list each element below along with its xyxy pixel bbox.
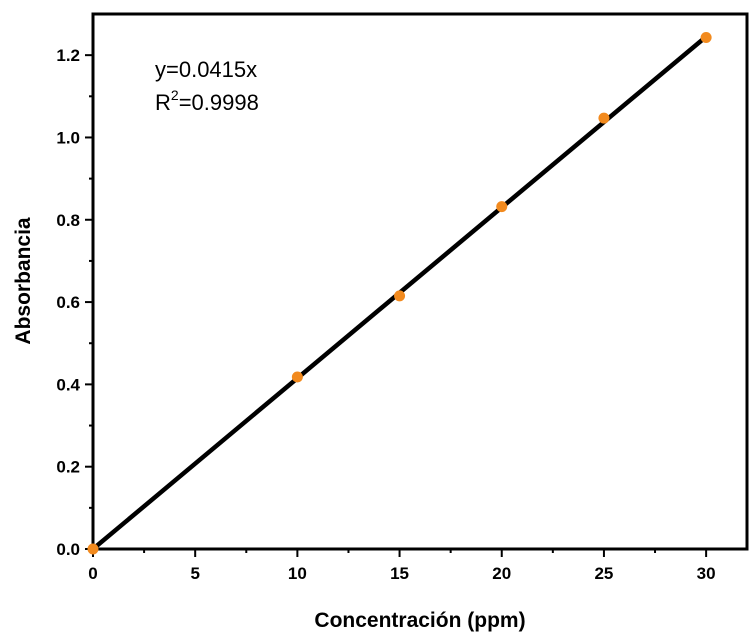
data-point — [598, 112, 610, 124]
data-points — [87, 31, 712, 555]
y-tick-label: 1.2 — [56, 46, 80, 65]
y-tick-label: 1.0 — [56, 128, 80, 147]
x-tick-label: 10 — [288, 564, 307, 583]
data-point — [87, 543, 99, 555]
x-tick-label: 15 — [390, 564, 409, 583]
y-tick-label: 0.6 — [56, 293, 80, 312]
x-tick-label: 30 — [697, 564, 716, 583]
r-squared-value: =0.9998 — [179, 90, 259, 115]
y-tick-label: 0.0 — [56, 540, 80, 559]
r-squared-exponent: 2 — [171, 87, 179, 103]
r-squared-annotation: R2=0.9998 — [155, 87, 259, 115]
x-tick-label: 5 — [190, 564, 199, 583]
data-point — [394, 290, 406, 302]
equation-annotation: y=0.0415x — [155, 57, 257, 82]
data-point — [496, 201, 508, 213]
y-tick-label: 0.2 — [56, 458, 80, 477]
y-tick-label: 0.8 — [56, 211, 80, 230]
x-tick-label: 25 — [594, 564, 613, 583]
y-axis-title: Absorbancia — [12, 217, 35, 345]
y-axis-ticks: 0.0 0.2 0.4 0.6 0.8 1.0 1.2 — [56, 46, 93, 559]
plot-frame — [91, 12, 749, 551]
data-point — [700, 31, 712, 43]
y-tick-label: 0.4 — [56, 375, 80, 394]
data-point — [291, 371, 303, 383]
x-tick-label: 0 — [88, 564, 97, 583]
x-axis-ticks: 0 5 10 15 20 25 30 — [88, 549, 716, 583]
r-squared-prefix: R — [155, 90, 171, 115]
x-axis-title: Concentración (ppm) — [314, 609, 525, 632]
x-tick-label: 20 — [492, 564, 511, 583]
